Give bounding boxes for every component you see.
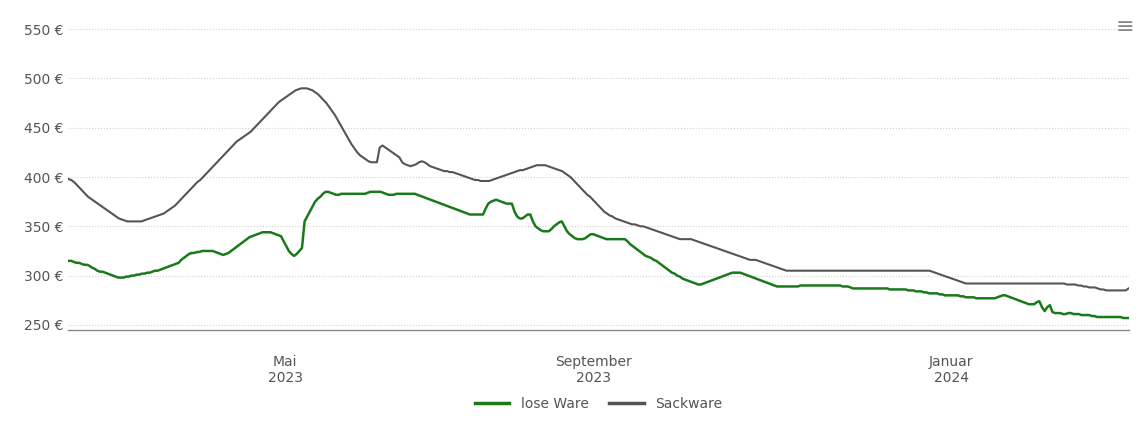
Legend: lose Ware, Sackware: lose Ware, Sackware	[470, 391, 727, 417]
Text: Januar
2024: Januar 2024	[929, 355, 974, 385]
Text: September
2023: September 2023	[555, 355, 632, 385]
Text: Mai
2023: Mai 2023	[268, 355, 303, 385]
Text: ≡: ≡	[1116, 17, 1134, 37]
